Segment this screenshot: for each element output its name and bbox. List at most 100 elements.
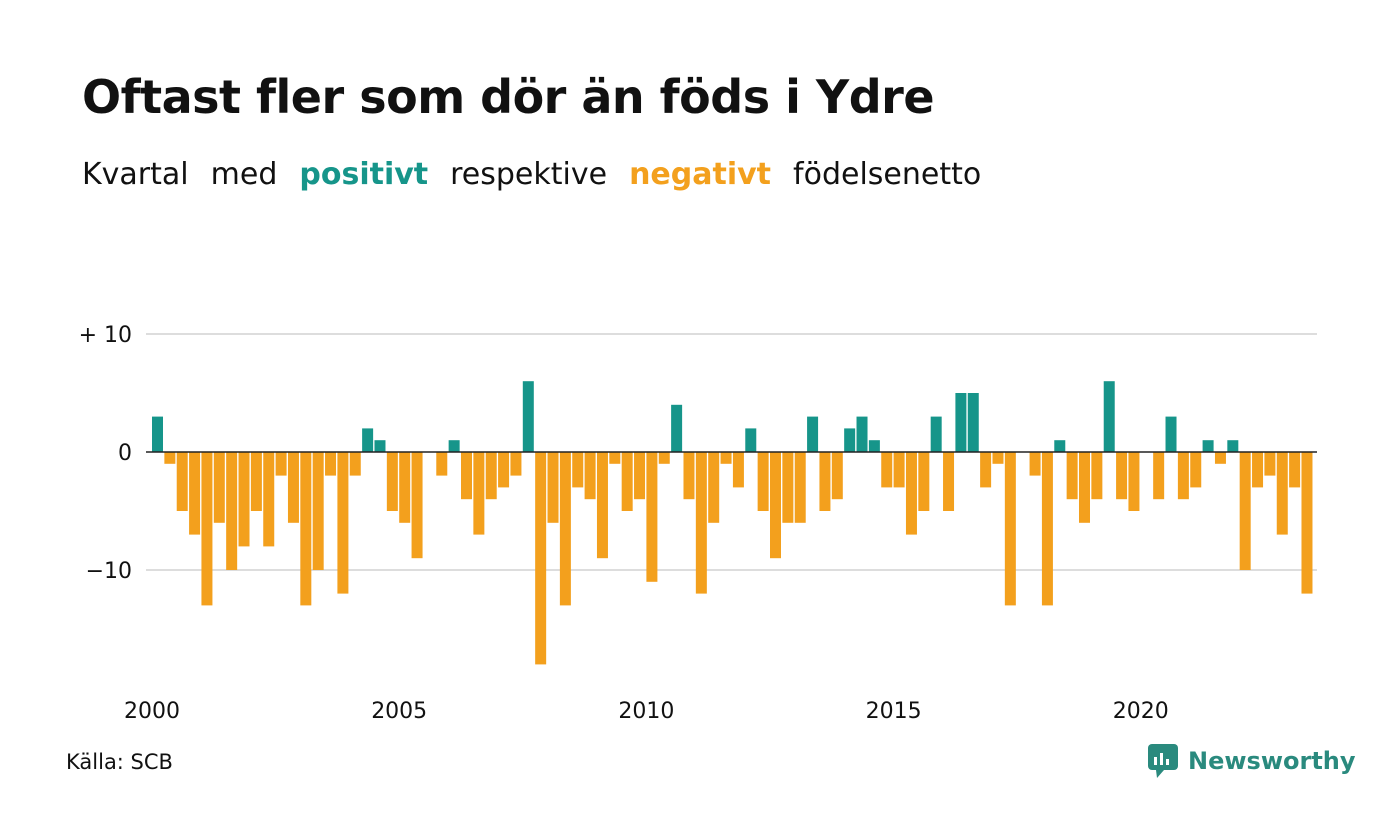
bars [152,381,1313,665]
bar-negative [646,452,658,582]
bar-positive [362,428,374,452]
bar-negative [559,452,571,606]
bar-positive [1202,440,1214,452]
bar-negative [189,452,201,535]
y-axis-ticks: + 10 0 −10 [79,323,132,584]
bar-positive [152,416,163,452]
bar-negative [176,452,188,511]
bar-negative [1091,452,1103,500]
y-tick-label: + 10 [79,323,132,348]
bar-negative [757,452,769,511]
bar-negative [1041,452,1053,606]
bar-negative [1116,452,1128,500]
bar-positive [671,404,683,452]
bar-negative [596,452,608,559]
bar-negative [238,452,250,547]
bar-positive [856,416,868,452]
bar-negative [819,452,831,511]
bar-positive [1227,440,1239,452]
y-tick-label: 0 [118,441,132,466]
bar-negative [436,452,448,476]
bar-negative [411,452,423,559]
bar-negative [831,452,843,500]
bar-negative [349,452,361,476]
bar-negative [1004,452,1016,606]
bar-negative [794,452,806,523]
chart-subtitle: Kvartal med positivt respektive negativt föde… [82,157,1003,192]
x-axis-ticks: 2000 2005 2010 2015 2020 [124,699,1169,724]
bar-negative [770,452,781,559]
bar-negative [572,452,584,488]
bar-negative [881,452,893,488]
bar-negative [683,452,695,500]
bar-negative [201,452,213,606]
bar-negative [1066,452,1078,500]
bar-negative [918,452,930,511]
bar-negative [287,452,299,523]
bar-negative [275,452,287,476]
bar-negative [325,452,337,476]
bar-positive [930,416,942,452]
bar-negative [1289,452,1301,488]
bar-positive [868,440,880,452]
bar-negative [893,452,905,488]
x-tick-label: 2005 [371,699,427,724]
bar-negative [1301,452,1313,594]
bar-positive [844,428,856,452]
bar-negative [510,452,522,476]
bar-negative [1128,452,1140,511]
subtitle-word-net-births: födelsenetto [793,157,982,192]
bar-negative [609,452,621,464]
bar-negative [621,452,633,511]
bar-negative [992,452,1004,464]
bar-negative [337,452,349,594]
bar-negative [226,452,238,570]
bar-negative [213,452,225,523]
bar-negative [732,452,744,488]
bar-positive [1103,381,1115,452]
bar-negative [720,452,732,464]
bar-negative [943,452,955,511]
bar-positive [745,428,757,452]
x-tick-label: 2010 [618,699,674,724]
bar-negative [399,452,411,523]
bar-positive [807,416,819,452]
bar-negative [263,452,275,547]
bar-negative [1252,452,1264,488]
bar-negative [695,452,707,594]
bar-positive [522,381,534,452]
bar-negative [1153,452,1165,500]
bar-negative [1276,452,1288,535]
bar-positive [1165,416,1177,452]
bar-negative [461,452,472,500]
subtitle-positive-label: positivt [299,157,429,192]
y-tick-label: −10 [86,559,132,584]
bar-negative [535,452,547,665]
bar-negative [312,452,324,570]
bar-negative [1029,452,1041,476]
bar-negative [708,452,720,523]
bar-negative [498,452,510,488]
x-tick-label: 2020 [1113,699,1169,724]
bar-negative [250,452,262,511]
bar-positive [955,393,967,452]
bar-positive [967,393,979,452]
x-tick-label: 2015 [866,699,922,724]
bar-negative [485,452,497,500]
bar-negative [782,452,794,523]
newsworthy-logo: Newsworthy [1148,744,1356,778]
bar-negative [473,452,485,535]
bar-negative [1079,452,1090,523]
bar-negative [386,452,398,511]
source-note: Källa: SCB [66,750,173,774]
bar-negative [634,452,646,500]
bar-negative [905,452,917,535]
newsworthy-brand-name: Newsworthy [1188,747,1356,775]
bar-positive [1054,440,1066,452]
bar-negative [584,452,596,500]
bar-negative [1214,452,1226,464]
chart-title: Oftast fler som dör än föds i Ydre [82,70,935,124]
bar-negative [980,452,992,488]
bar-negative [1239,452,1251,570]
